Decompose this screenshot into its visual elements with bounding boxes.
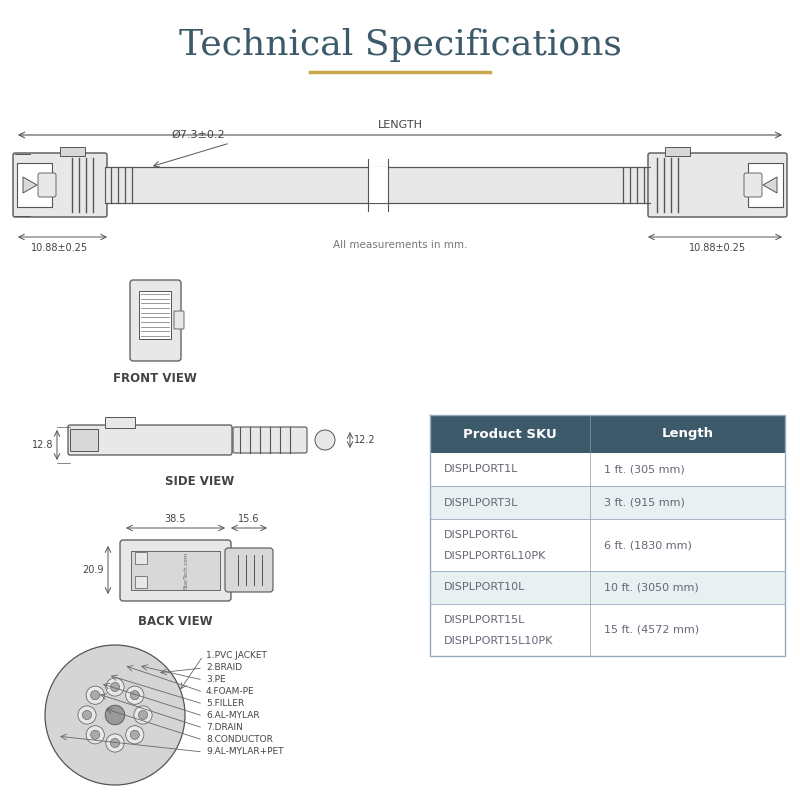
Bar — [17, 163, 52, 207]
Circle shape — [86, 686, 104, 704]
Text: 20.9: 20.9 — [82, 565, 104, 575]
Circle shape — [74, 674, 155, 755]
Text: DISPLPORT3L: DISPLPORT3L — [444, 498, 518, 507]
FancyBboxPatch shape — [13, 153, 107, 217]
Circle shape — [69, 669, 161, 762]
Bar — [135, 552, 147, 564]
FancyBboxPatch shape — [68, 425, 232, 455]
Text: LENGTH: LENGTH — [378, 120, 422, 130]
Text: SIDE VIEW: SIDE VIEW — [166, 475, 234, 488]
Text: DISPLPORT15L: DISPLPORT15L — [444, 614, 526, 625]
Circle shape — [78, 706, 96, 724]
Text: DISPLPORT10L: DISPLPORT10L — [444, 582, 526, 593]
Text: Technical Specifications: Technical Specifications — [178, 28, 622, 62]
Circle shape — [315, 430, 335, 450]
Bar — [665, 147, 690, 156]
Text: 4.FOAM-PE: 4.FOAM-PE — [206, 687, 254, 697]
Bar — [70, 429, 98, 451]
Text: 10.88±0.25: 10.88±0.25 — [31, 243, 89, 253]
Circle shape — [130, 730, 139, 739]
Circle shape — [90, 730, 100, 739]
FancyBboxPatch shape — [648, 153, 787, 217]
FancyBboxPatch shape — [120, 540, 231, 601]
Text: 10.88±0.25: 10.88±0.25 — [689, 243, 746, 253]
Circle shape — [126, 726, 144, 744]
Polygon shape — [23, 177, 37, 193]
Text: 9.AL-MYLAR+PET: 9.AL-MYLAR+PET — [206, 747, 283, 757]
Circle shape — [130, 690, 139, 700]
Text: 6.AL-MYLAR: 6.AL-MYLAR — [206, 711, 260, 721]
Circle shape — [110, 738, 119, 747]
Circle shape — [45, 645, 185, 785]
FancyBboxPatch shape — [744, 173, 762, 197]
Bar — [131, 551, 220, 590]
Circle shape — [110, 682, 119, 691]
Circle shape — [90, 690, 100, 700]
Text: 3.PE: 3.PE — [206, 675, 226, 685]
Text: 12.8: 12.8 — [31, 440, 53, 450]
Circle shape — [82, 710, 91, 719]
FancyBboxPatch shape — [38, 173, 56, 197]
Text: DISPLPORT1L: DISPLPORT1L — [444, 465, 518, 474]
Circle shape — [62, 662, 168, 768]
Text: 5.FILLER: 5.FILLER — [206, 699, 244, 709]
Text: 7.DRAIN: 7.DRAIN — [206, 723, 243, 733]
Polygon shape — [763, 177, 777, 193]
FancyBboxPatch shape — [174, 311, 184, 329]
Circle shape — [106, 678, 124, 696]
FancyBboxPatch shape — [225, 548, 273, 592]
FancyBboxPatch shape — [130, 280, 181, 361]
Text: BACK VIEW: BACK VIEW — [138, 615, 213, 628]
Bar — [430, 486, 785, 519]
Text: 15.6: 15.6 — [238, 514, 260, 524]
Circle shape — [126, 686, 144, 704]
Circle shape — [138, 710, 147, 719]
Circle shape — [134, 706, 152, 724]
Circle shape — [54, 654, 177, 777]
Text: Ø7.3±0.2: Ø7.3±0.2 — [171, 130, 225, 140]
Circle shape — [86, 726, 104, 744]
Bar — [105, 417, 135, 428]
Bar — [139, 291, 171, 339]
Text: DISPLPORT6L10PK: DISPLPORT6L10PK — [444, 551, 546, 562]
Circle shape — [105, 706, 125, 725]
FancyBboxPatch shape — [233, 427, 307, 453]
Text: 2.BRAID: 2.BRAID — [206, 663, 242, 673]
Text: 38.5: 38.5 — [165, 514, 186, 524]
Bar — [430, 571, 785, 604]
Text: 8.CONDUCTOR: 8.CONDUCTOR — [206, 735, 273, 745]
Bar — [367, 167, 387, 203]
Bar — [430, 604, 785, 656]
Text: 1.PVC JACKET: 1.PVC JACKET — [206, 651, 267, 661]
Text: Product SKU: Product SKU — [463, 427, 557, 441]
Text: FRONT VIEW: FRONT VIEW — [113, 372, 197, 385]
Text: 6 ft. (1830 mm): 6 ft. (1830 mm) — [604, 540, 692, 550]
Text: Length: Length — [662, 427, 714, 441]
Bar — [430, 519, 785, 571]
Bar — [135, 576, 147, 588]
Text: 3 ft. (915 mm): 3 ft. (915 mm) — [604, 498, 685, 507]
Circle shape — [106, 734, 124, 752]
Bar — [430, 453, 785, 486]
Text: 12.2: 12.2 — [354, 435, 376, 445]
Text: DISPLPORT6L: DISPLPORT6L — [444, 530, 518, 540]
Text: All measurements in mm.: All measurements in mm. — [333, 240, 467, 250]
Text: 1 ft. (305 mm): 1 ft. (305 mm) — [604, 465, 685, 474]
Bar — [60, 147, 85, 156]
Bar — [430, 415, 785, 453]
Bar — [105, 167, 650, 203]
Text: DISPLPORT15L10PK: DISPLPORT15L10PK — [444, 637, 554, 646]
Circle shape — [58, 658, 173, 773]
Text: 10 ft. (3050 mm): 10 ft. (3050 mm) — [604, 582, 698, 593]
Text: StarTech.com: StarTech.com — [183, 551, 189, 589]
Text: 15 ft. (4572 mm): 15 ft. (4572 mm) — [604, 625, 699, 635]
Bar — [748, 163, 783, 207]
